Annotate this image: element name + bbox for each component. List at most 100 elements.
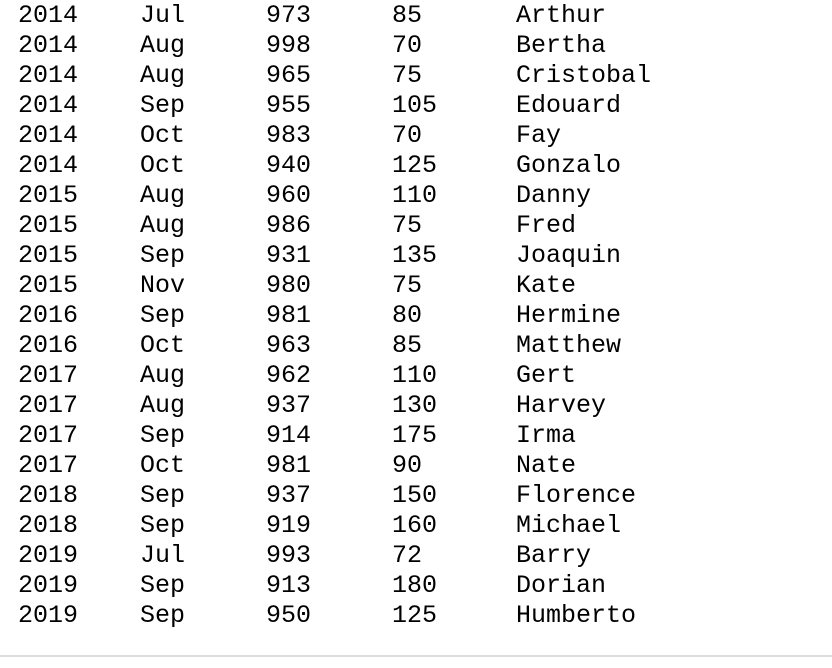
wind-cell: 90 — [392, 451, 423, 480]
name-cell: Joaquin — [516, 241, 622, 270]
name-cell: Nate — [516, 451, 577, 480]
pressure-cell: 913 — [266, 571, 312, 600]
pressure-cell: 965 — [266, 61, 312, 90]
name-cell: Kate — [516, 271, 577, 300]
name-cell: Florence — [516, 481, 637, 510]
pressure-cell: 983 — [266, 121, 312, 150]
wind-cell: 70 — [392, 31, 423, 60]
month-cell: Sep — [140, 301, 186, 330]
year-cell: 2019 — [18, 541, 79, 570]
month-cell: Sep — [140, 511, 186, 540]
year-cell: 2017 — [18, 451, 79, 480]
month-cell: Jul — [140, 1, 186, 30]
wind-cell: 160 — [392, 511, 438, 540]
pressure-cell: 973 — [266, 1, 312, 30]
month-cell: Oct — [140, 331, 186, 360]
wind-cell: 125 — [392, 601, 438, 630]
wind-cell: 180 — [392, 571, 438, 600]
wind-cell: 85 — [392, 1, 423, 30]
name-cell: Bertha — [516, 31, 607, 60]
year-cell: 2015 — [18, 241, 79, 270]
wind-cell: 175 — [392, 421, 438, 450]
pressure-cell: 931 — [266, 241, 312, 270]
year-cell: 2016 — [18, 331, 79, 360]
pressure-cell: 998 — [266, 31, 312, 60]
pressure-cell: 993 — [266, 541, 312, 570]
name-cell: Danny — [516, 181, 592, 210]
pressure-cell: 963 — [266, 331, 312, 360]
month-cell: Aug — [140, 61, 186, 90]
name-cell: Harvey — [516, 391, 607, 420]
pressure-cell: 955 — [266, 91, 312, 120]
pressure-cell: 981 — [266, 451, 312, 480]
wind-cell: 130 — [392, 391, 438, 420]
year-cell: 2014 — [18, 151, 79, 180]
name-cell: Humberto — [516, 601, 637, 630]
name-cell: Michael — [516, 511, 622, 540]
year-cell: 2019 — [18, 571, 79, 600]
year-cell: 2016 — [18, 301, 79, 330]
year-cell: 2018 — [18, 481, 79, 510]
wind-cell: 110 — [392, 181, 438, 210]
name-cell: Gert — [516, 361, 577, 390]
name-cell: Barry — [516, 541, 592, 570]
year-cell: 2015 — [18, 211, 79, 240]
year-cell: 2017 — [18, 391, 79, 420]
pressure-cell: 919 — [266, 511, 312, 540]
wind-cell: 80 — [392, 301, 423, 330]
pressure-cell: 981 — [266, 301, 312, 330]
month-cell: Jul — [140, 541, 186, 570]
wind-cell: 75 — [392, 61, 423, 90]
month-cell: Sep — [140, 241, 186, 270]
month-cell: Sep — [140, 601, 186, 630]
month-cell: Sep — [140, 91, 186, 120]
pressure-cell: 986 — [266, 211, 312, 240]
pressure-cell: 937 — [266, 391, 312, 420]
name-cell: Irma — [516, 421, 577, 450]
wind-cell: 75 — [392, 211, 423, 240]
month-cell: Aug — [140, 211, 186, 240]
month-cell: Oct — [140, 121, 186, 150]
month-cell: Aug — [140, 391, 186, 420]
month-cell: Aug — [140, 361, 186, 390]
year-cell: 2014 — [18, 91, 79, 120]
year-cell: 2014 — [18, 31, 79, 60]
wind-cell: 125 — [392, 151, 438, 180]
year-cell: 2015 — [18, 181, 79, 210]
year-cell: 2014 — [18, 61, 79, 90]
pressure-cell: 960 — [266, 181, 312, 210]
name-cell: Cristobal — [516, 61, 652, 90]
name-cell: Matthew — [516, 331, 622, 360]
wind-cell: 105 — [392, 91, 438, 120]
pressure-cell: 962 — [266, 361, 312, 390]
year-cell: 2015 — [18, 271, 79, 300]
pressure-cell: 940 — [266, 151, 312, 180]
wind-cell: 72 — [392, 541, 423, 570]
name-cell: Arthur — [516, 1, 607, 30]
month-cell: Sep — [140, 571, 186, 600]
name-cell: Hermine — [516, 301, 622, 330]
pressure-cell: 937 — [266, 481, 312, 510]
year-cell: 2019 — [18, 601, 79, 630]
month-cell: Aug — [140, 181, 186, 210]
wind-cell: 70 — [392, 121, 423, 150]
month-cell: Nov — [140, 271, 186, 300]
year-cell: 2018 — [18, 511, 79, 540]
name-cell: Fred — [516, 211, 577, 240]
name-cell: Edouard — [516, 91, 622, 120]
divider — [0, 655, 832, 657]
wind-cell: 75 — [392, 271, 423, 300]
wind-cell: 85 — [392, 331, 423, 360]
name-cell: Fay — [516, 121, 562, 150]
pressure-cell: 914 — [266, 421, 312, 450]
name-cell: Dorian — [516, 571, 607, 600]
year-cell: 2014 — [18, 121, 79, 150]
year-cell: 2017 — [18, 361, 79, 390]
month-cell: Oct — [140, 151, 186, 180]
month-cell: Sep — [140, 421, 186, 450]
pressure-cell: 980 — [266, 271, 312, 300]
month-cell: Oct — [140, 451, 186, 480]
pressure-cell: 950 — [266, 601, 312, 630]
wind-cell: 150 — [392, 481, 438, 510]
month-cell: Sep — [140, 481, 186, 510]
